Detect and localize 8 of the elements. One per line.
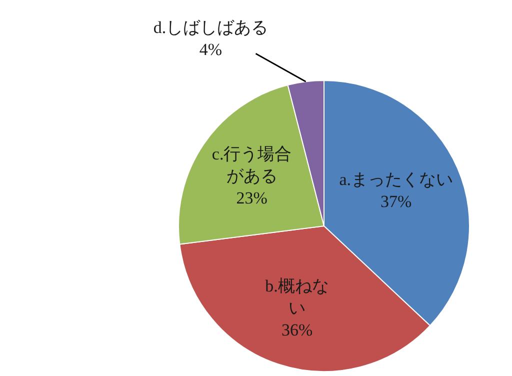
slice-label: a.まったくない <box>339 170 454 189</box>
slice-label: b.概ねない <box>265 276 329 318</box>
data-label: 37% <box>380 192 412 211</box>
data-label: 36% <box>281 320 313 340</box>
data-label: 23% <box>236 188 268 208</box>
data-label: 4% <box>199 40 222 60</box>
slice-label: d.しばしばある <box>153 18 268 38</box>
slice-label: c.行う場合がある <box>212 144 292 186</box>
